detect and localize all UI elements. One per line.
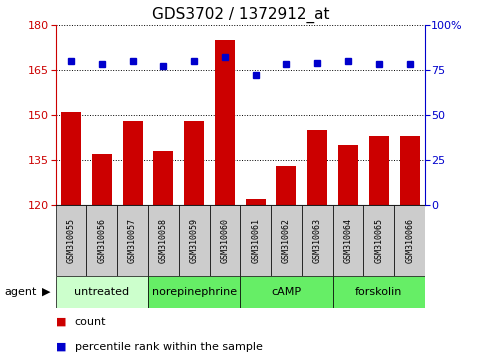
Bar bbox=[240, 205, 271, 276]
Bar bbox=[215, 40, 235, 205]
Bar bbox=[333, 205, 364, 276]
Text: GSM310056: GSM310056 bbox=[97, 218, 106, 263]
Bar bbox=[338, 145, 358, 205]
Text: ▶: ▶ bbox=[42, 287, 51, 297]
Text: GSM310055: GSM310055 bbox=[67, 218, 75, 263]
Bar bbox=[364, 205, 394, 276]
Bar bbox=[210, 205, 240, 276]
Bar bbox=[179, 205, 210, 276]
Bar bbox=[276, 166, 297, 205]
Text: GSM310062: GSM310062 bbox=[282, 218, 291, 263]
Text: GSM310066: GSM310066 bbox=[405, 218, 414, 263]
Bar bbox=[333, 276, 425, 308]
Bar bbox=[148, 276, 241, 308]
Text: GSM310058: GSM310058 bbox=[159, 218, 168, 263]
Text: untreated: untreated bbox=[74, 287, 129, 297]
Bar bbox=[56, 205, 86, 276]
Text: GSM310057: GSM310057 bbox=[128, 218, 137, 263]
Bar bbox=[246, 199, 266, 205]
Text: forskolin: forskolin bbox=[355, 287, 402, 297]
Bar bbox=[123, 121, 142, 205]
Bar bbox=[302, 205, 333, 276]
Bar bbox=[92, 154, 112, 205]
Text: GSM310059: GSM310059 bbox=[190, 218, 199, 263]
Text: count: count bbox=[75, 317, 106, 327]
Text: agent: agent bbox=[5, 287, 37, 297]
Bar bbox=[271, 205, 302, 276]
Title: GDS3702 / 1372912_at: GDS3702 / 1372912_at bbox=[152, 7, 329, 23]
Bar bbox=[117, 205, 148, 276]
Text: GSM310061: GSM310061 bbox=[251, 218, 260, 263]
Bar bbox=[399, 136, 420, 205]
Bar bbox=[86, 205, 117, 276]
Bar bbox=[307, 130, 327, 205]
Text: norepinephrine: norepinephrine bbox=[152, 287, 237, 297]
Text: GSM310064: GSM310064 bbox=[343, 218, 353, 263]
Text: GSM310060: GSM310060 bbox=[220, 218, 229, 263]
Bar bbox=[153, 151, 173, 205]
Text: GSM310065: GSM310065 bbox=[374, 218, 384, 263]
Text: cAMP: cAMP bbox=[271, 287, 301, 297]
Text: GSM310063: GSM310063 bbox=[313, 218, 322, 263]
Bar bbox=[240, 276, 333, 308]
Bar bbox=[184, 121, 204, 205]
Bar bbox=[369, 136, 389, 205]
Text: ■: ■ bbox=[56, 317, 66, 327]
Bar bbox=[56, 276, 148, 308]
Bar bbox=[148, 205, 179, 276]
Text: ■: ■ bbox=[56, 342, 66, 352]
Bar bbox=[394, 205, 425, 276]
Bar bbox=[61, 112, 81, 205]
Text: percentile rank within the sample: percentile rank within the sample bbox=[75, 342, 263, 352]
